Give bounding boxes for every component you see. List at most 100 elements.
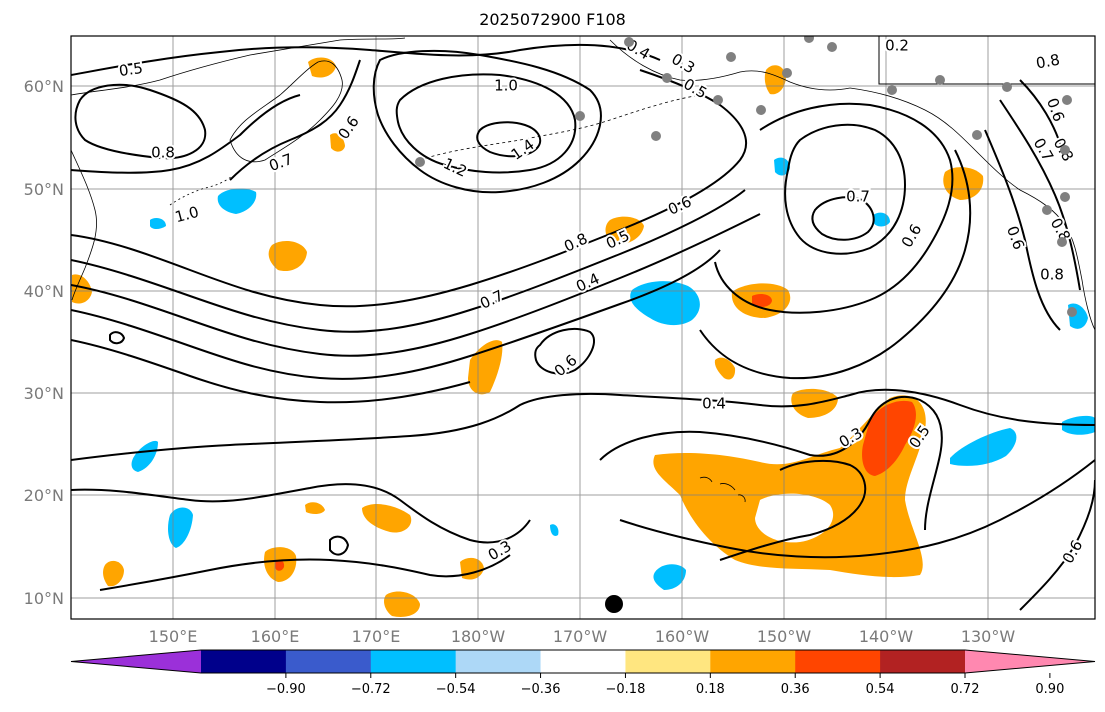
contour-label: 0.8 [1040,266,1064,284]
map-background [71,36,1095,619]
colorbar-tick-label: −0.36 [521,682,561,697]
colorbar-segment [201,650,287,673]
contour-1.2 [395,73,577,174]
contour-label: 0.2 [885,37,909,55]
coast-aleutians [419,94,701,161]
lon-label: 130°W [961,627,1016,646]
coast-hawaii [699,476,746,503]
contour-0.8-east [811,196,875,241]
contour-0.3-south-2 [99,554,511,591]
coast-kamchatka [229,60,343,163]
white-hole-hawaii [755,493,834,543]
contour-0.8-coast [999,99,1081,291]
lat-label: 40°N [24,282,64,301]
contour-label: 0.5 [118,59,144,80]
orange-blob-57-165e [330,133,345,152]
orange-blob-58-148e [72,274,92,304]
blue-blob-160w-13n [653,564,686,590]
colorbar-extend-low [71,650,201,673]
colorbar-outline [70,649,1096,674]
colorbar-tick-label: 0.18 [696,682,725,697]
colorbar-segment [540,650,626,673]
lon-label: 160°E [251,627,300,646]
longitude-labels: 150°E 160°E 170°E 180°W 170°W 160°W 150°W 140°W… [149,627,1016,646]
colorbar-tick-label: −0.72 [351,682,391,697]
lat-label: 60°N [24,77,64,96]
contour-jet-4 [71,249,721,380]
contour-jet-5 [71,339,471,404]
colorbar-segment [285,650,372,673]
colorbar-tick-label: 0.72 [951,682,980,697]
contour-0.2-east [1019,479,1095,611]
map-title: 2025072900 F108 [479,10,626,29]
contour-0.6-kamchatka [229,59,361,181]
contour-lines [71,43,1095,611]
contour-0.4-blob [534,327,595,375]
center-marker [605,595,623,613]
contour-0.7-coast [1019,79,1063,151]
contour-0.8-west [74,83,207,160]
colorbar-segment [625,650,711,673]
red-dot-160e-14n [275,559,285,571]
contour-0.7-east [784,123,907,255]
contour-closed-small-2 [109,331,126,345]
red-core-140w [862,400,916,476]
lon-label: 170°E [352,627,401,646]
colorbar-tick-label: −0.54 [436,682,476,697]
blue-blob-150w-52n [774,157,790,176]
blue-blob-173w-17n [550,524,559,536]
map-frame [70,35,1096,620]
orange-blob-170e-12n [305,502,325,515]
contour-jet-1 [71,69,747,308]
contour-1.0-large [372,49,602,194]
lon-label: 140°W [859,627,914,646]
colorbar-tick-label: 0.36 [781,682,810,697]
colorbar: −0.90 −0.72 −0.54 −0.36 −0.18 0.18 0.36 0.54 0.7… [70,649,1096,697]
latitude-labels: 60°N 50°N 40°N 30°N 20°N 10°N [24,77,64,608]
orange-blob-160e-43n [268,240,307,272]
contour-0.7-west [71,94,301,174]
contour-0.6-coast [984,129,1061,331]
contour-label: 0.4 [702,395,726,413]
contour-0.3-long [71,388,1095,461]
orange-region-hawaii [653,395,926,578]
colorbar-tick-label: −0.18 [606,682,646,697]
contour-jet-3 [71,213,761,357]
orange-blob-158e-62n [308,57,336,78]
contour-label: 1.0 [494,77,518,95]
colorbar-segment [370,650,457,673]
contour-0.5-east [699,149,972,380]
orange-blob-155w-62n [764,65,786,95]
orange-blob-155e-12n [103,560,124,587]
coast-kurils [169,175,233,206]
lon-label: 160°W [655,627,710,646]
lat-label: 30°N [24,384,64,403]
contour-closed-small-1 [329,535,350,556]
coast-alaska-gulf [849,87,1021,191]
lon-label: 170°W [553,627,608,646]
red-dot-150w-40n [752,293,772,307]
contour-0.4-hawaii [619,459,1095,559]
contour-label: 0.8 [1035,51,1062,73]
colorbar-segment [880,650,966,673]
contour-1.4 [476,121,542,158]
colorbar-extend-high [965,650,1095,673]
lon-label: 150°W [757,627,812,646]
lat-label: 50°N [24,180,64,199]
contour-0.6-hawaii [719,459,867,561]
lat-label: 20°N [24,486,64,505]
contour-0.5-hawaii [599,395,943,531]
orange-blob-175e-20n [362,504,412,533]
contour-label: 0.8 [151,144,175,162]
coast-alaska-west [609,39,851,91]
blue-blob-135w-24n [950,428,1017,466]
lon-label: 150°E [149,627,198,646]
orange-blob-75-35n [714,357,736,380]
gridlines [71,36,1095,619]
contour-0.6-east [714,102,954,314]
contour-0.5-north [71,43,661,76]
colorbar-segment [795,650,881,673]
station-markers [415,36,1077,317]
lon-label: 180°W [451,627,506,646]
